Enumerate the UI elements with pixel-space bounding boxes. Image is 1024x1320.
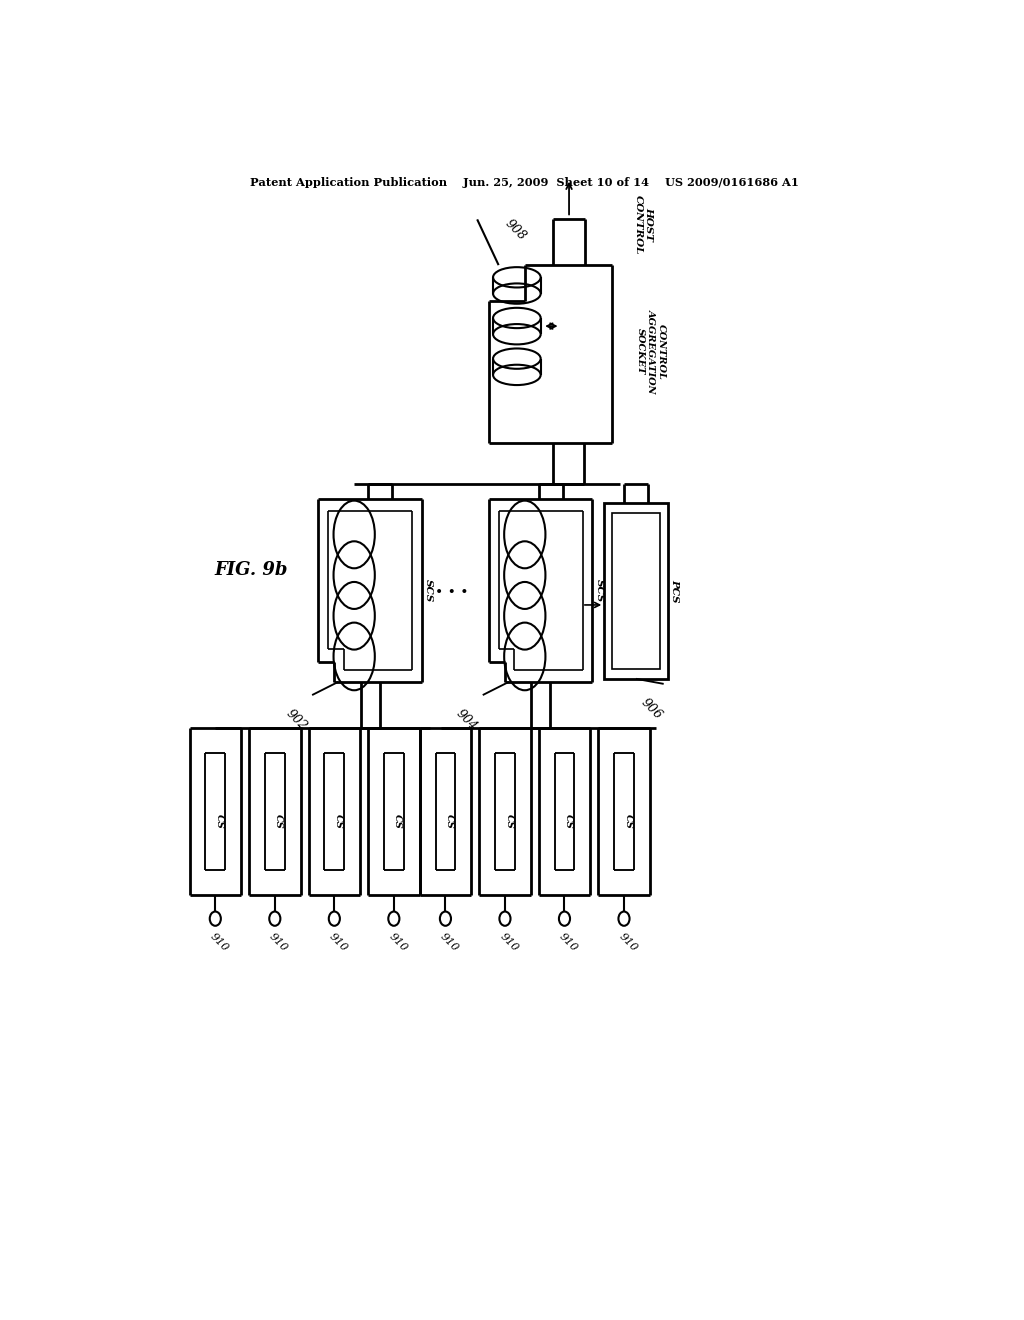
Text: 906: 906 [639,696,665,722]
Text: 910: 910 [387,931,409,953]
Text: Patent Application Publication    Jun. 25, 2009  Sheet 10 of 14    US 2009/01616: Patent Application Publication Jun. 25, … [250,177,800,189]
Text: CS: CS [334,814,343,829]
Bar [612,513,659,669]
Text: CS: CS [274,814,284,829]
Text: 910: 910 [208,931,230,953]
Text: 910: 910 [267,931,290,953]
Text: SCS: SCS [595,578,603,602]
Text: 902: 902 [284,708,309,734]
Text: 910: 910 [557,931,580,953]
Text: FIG. 9b: FIG. 9b [214,561,288,579]
Text: 910: 910 [328,931,349,953]
Text: CS: CS [564,814,573,829]
Text: 908: 908 [502,216,528,243]
Text: HOST
CONTROL: HOST CONTROL [634,195,653,255]
Text: 910: 910 [438,931,461,953]
Bar [604,503,668,678]
Text: CS: CS [624,814,633,829]
Text: 904: 904 [454,708,480,734]
Text: 910: 910 [616,931,639,953]
Text: 910: 910 [498,931,520,953]
Text: SCS: SCS [424,578,433,602]
Text: CS: CS [393,814,402,829]
Text: • • •: • • • [435,586,469,601]
Text: CONTROL
AGGREGATION
SOCKET: CONTROL AGGREGATION SOCKET [636,309,666,393]
Text: CS: CS [215,814,224,829]
Text: CS: CS [444,814,454,829]
Text: CS: CS [505,814,513,829]
Text: PCS: PCS [670,579,679,603]
